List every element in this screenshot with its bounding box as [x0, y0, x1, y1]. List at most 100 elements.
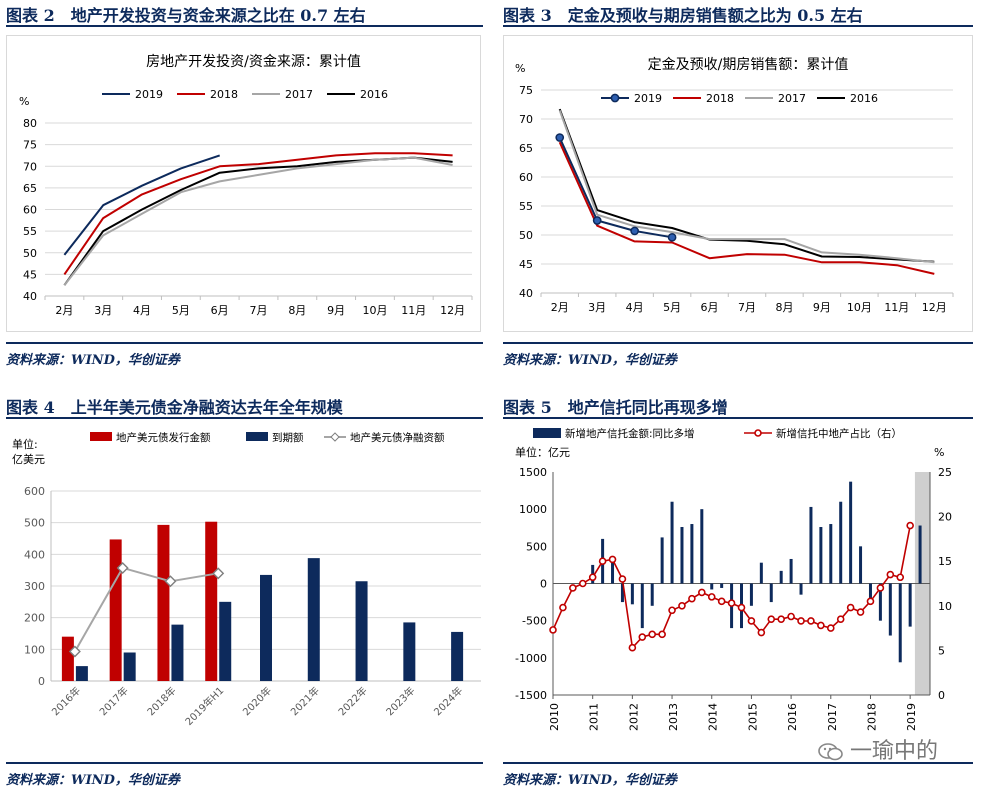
y-tick-label: 55 [23, 225, 37, 238]
y2-tick-label: 5 [938, 644, 945, 657]
legend-label: 地产美元债发行金额 [116, 431, 211, 444]
x-tick-label: 2012 [627, 703, 640, 731]
bar-trust-yoy [918, 525, 922, 584]
x-tick-label: 8月 [288, 304, 306, 317]
x-tick-label: 8月 [775, 301, 793, 314]
bar-trust-yoy [650, 583, 654, 606]
data-point [797, 617, 805, 625]
bar-maturity [307, 558, 320, 681]
data-point [668, 606, 676, 615]
data-point [555, 133, 565, 142]
data-point [630, 226, 639, 236]
title-rule [503, 417, 973, 419]
data-point [648, 630, 657, 639]
bar-trust-yoy [690, 524, 694, 584]
data-point [549, 626, 557, 634]
bar-trust-yoy [769, 583, 773, 603]
source-fig4: 资料来源：WIND，华创证券 [6, 773, 180, 788]
data-point [688, 594, 696, 603]
chart-title: 定金及预收/期房销售额：累计值 [648, 57, 849, 73]
data-point [628, 643, 637, 652]
bar-issuance [109, 539, 122, 681]
data-point [68, 645, 81, 658]
data-point [777, 615, 785, 623]
y-tick-label: 200 [24, 612, 45, 625]
bar-trust-yoy [789, 558, 793, 584]
panel-title-fig4: 图表 4 上半年美元债金净融资达去年全年规模 [6, 398, 343, 417]
x-tick-label: 6月 [211, 304, 229, 317]
source-rule [6, 342, 483, 344]
y-tick-label: -500 [522, 615, 547, 628]
panel-title-fig5: 图表 5 地产信托同比再现多增 [503, 398, 728, 417]
y-axis-unit: 单位: [12, 437, 38, 451]
source-rule [503, 762, 973, 764]
legend-label: 2019 [634, 92, 662, 105]
source-fig5: 资料来源：WIND，华创证券 [503, 773, 677, 788]
panel-title-fig2: 图表 2 地产开发投资与资金来源之比在 0.7 左右 [6, 6, 366, 25]
y-tick-label: 300 [24, 580, 45, 593]
y-axis-unit: 单位：亿元 [515, 445, 570, 459]
data-point [638, 633, 647, 641]
x-tick-label: 10月 [847, 301, 872, 314]
x-tick-label: 2021年 [288, 684, 322, 718]
data-point [747, 617, 756, 625]
x-tick-label: 11月 [401, 304, 426, 317]
x-tick-label: 2011 [588, 703, 601, 731]
x-tick-label: 2023年 [383, 684, 417, 718]
bar-maturity [123, 652, 136, 681]
bar-trust-yoy [878, 583, 882, 621]
data-point [727, 599, 736, 607]
x-tick-label: 7月 [250, 304, 268, 317]
x-tick-label: 4月 [626, 301, 644, 314]
y2-tick-label: 10 [938, 600, 952, 613]
data-point [767, 615, 776, 623]
series-line-2016 [558, 108, 935, 263]
bar-trust-yoy [849, 481, 853, 584]
bar-trust-yoy [898, 583, 902, 663]
data-point [826, 624, 835, 632]
bar-trust-yoy [809, 506, 813, 584]
data-point [569, 584, 577, 592]
series-line-2019 [558, 137, 673, 239]
y-tick-label: 40 [23, 290, 37, 303]
y2-tick-label: 20 [938, 511, 952, 524]
data-point [906, 521, 914, 530]
bar-trust-yoy [819, 527, 823, 584]
x-tick-label: 12月 [440, 304, 465, 317]
data-point [559, 603, 567, 612]
data-point [846, 603, 855, 612]
x-tick-label: 6月 [701, 301, 719, 314]
bar-trust-yoy [630, 583, 634, 605]
bar-trust-yoy [759, 562, 763, 584]
data-point [618, 575, 627, 583]
data-point [817, 621, 825, 630]
chart-border [503, 35, 973, 332]
bar-maturity [219, 601, 232, 681]
x-tick-label: 9月 [327, 304, 345, 317]
legend-swatch [533, 428, 561, 438]
bar-trust-yoy [908, 583, 912, 627]
x-tick-label: 2018年 [144, 684, 178, 718]
y-axis-unit: 亿美元 [12, 453, 45, 466]
data-point [807, 617, 815, 625]
legend-label: 2017 [778, 92, 806, 105]
x-tick-label: 3月 [588, 301, 606, 314]
y-axis-unit: % [19, 95, 29, 108]
x-tick-label: 2014 [707, 703, 720, 731]
bar-maturity [355, 581, 368, 681]
bar-trust-yoy [779, 570, 783, 584]
data-point [866, 597, 875, 606]
data-point [598, 557, 607, 565]
x-tick-label: 5月 [172, 304, 190, 317]
data-point [876, 584, 885, 592]
data-point [698, 588, 706, 597]
y-tick-label: 70 [23, 160, 37, 173]
bar-trust-yoy [859, 546, 863, 584]
bar-issuance [157, 524, 170, 681]
data-point [836, 615, 845, 623]
x-tick-label: 2016 [786, 703, 799, 731]
y-tick-label: 50 [519, 229, 533, 242]
y-tick-label: 600 [24, 485, 45, 498]
wechat-icon [818, 743, 843, 761]
y-tick-label: 60 [23, 204, 37, 217]
